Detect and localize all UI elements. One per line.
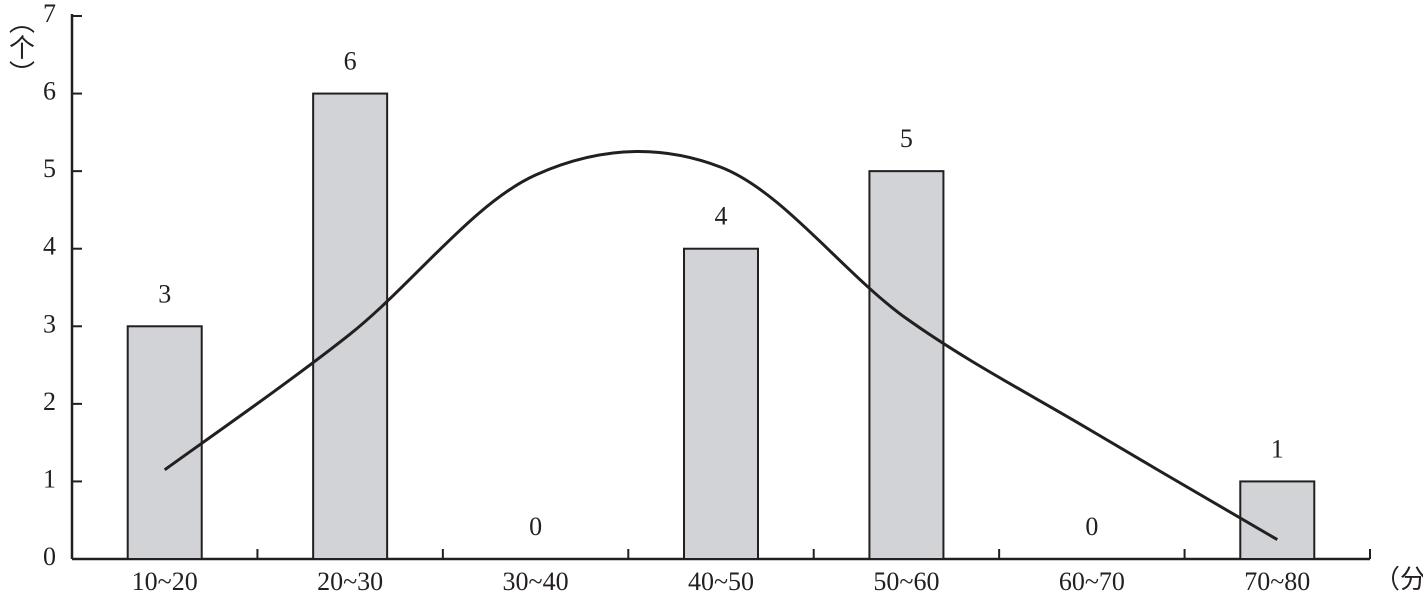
x-tick-label: 50~60 [873, 567, 939, 596]
x-tick-label: 70~80 [1244, 567, 1310, 596]
value-label: 5 [900, 124, 913, 153]
curve [163, 150, 1279, 541]
x-tick-label: 30~40 [503, 567, 569, 596]
y-tick-label: 2 [43, 387, 56, 416]
value-label: 4 [715, 202, 728, 231]
y-tick-label: 3 [43, 309, 56, 338]
bar [683, 247, 759, 560]
value-label: 6 [344, 47, 357, 76]
bar [1239, 480, 1316, 560]
x-tick-label: 40~50 [688, 567, 754, 596]
value-label: 0 [529, 512, 542, 541]
y-tick-label: 6 [43, 77, 56, 106]
y-axis-label: （个） [6, 8, 35, 86]
bar [868, 170, 945, 560]
x-tick-label: 20~30 [317, 567, 383, 596]
y-tick-label: 1 [43, 464, 56, 493]
value-label: 1 [1271, 434, 1284, 463]
value-label: 0 [1085, 512, 1098, 541]
y-tick-label: 5 [43, 154, 56, 183]
y-tick-label: 7 [43, 0, 56, 28]
value-label: 3 [158, 279, 171, 308]
x-axis-label: （分） [1374, 565, 1423, 594]
bar [312, 92, 389, 560]
bar [126, 325, 203, 560]
y-tick-label: 4 [43, 232, 56, 261]
x-tick-label: 60~70 [1059, 567, 1125, 596]
y-tick-label: 0 [43, 542, 56, 571]
x-tick-label: 10~20 [132, 567, 198, 596]
